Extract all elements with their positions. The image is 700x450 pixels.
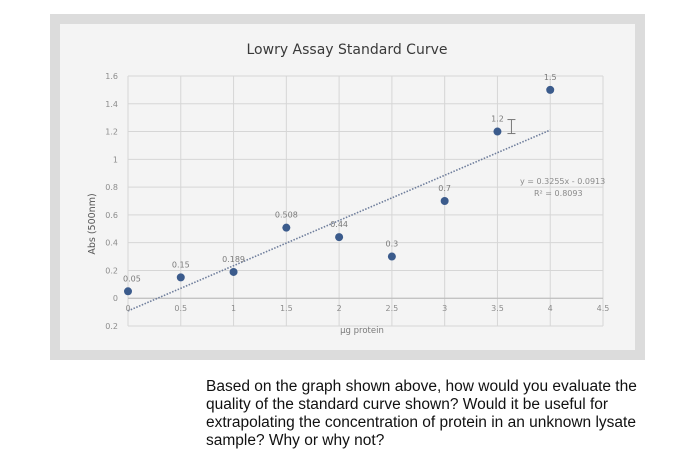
data-point <box>440 197 449 205</box>
x-tick-label: 0.5 <box>174 304 187 313</box>
data-label: 1.5 <box>544 73 557 82</box>
data-point <box>335 233 344 242</box>
question-text: Based on the graph shown above, how woul… <box>206 378 637 449</box>
x-tick-label: 2 <box>337 304 342 313</box>
y-tick-label: 0.8 <box>105 183 118 192</box>
data-point <box>229 267 238 276</box>
data-points <box>124 85 555 296</box>
data-label: 0.3 <box>386 240 399 249</box>
y-tick-label: 0.2 <box>105 322 118 331</box>
y-tick-label: 0.4 <box>105 239 118 248</box>
data-point <box>282 223 291 232</box>
x-axis-label: μg protein <box>340 326 384 336</box>
x-tick-label: 3 <box>442 304 447 313</box>
x-tick-label: 4 <box>548 304 553 313</box>
data-label: 1.2 <box>491 115 504 124</box>
data-point <box>493 127 502 136</box>
data-point <box>546 85 555 94</box>
x-tick-label: 1.5 <box>280 304 293 313</box>
data-point <box>387 252 396 261</box>
y-tick-label: 0.6 <box>105 211 118 220</box>
chart-image: 0.05 0.15 0.189 0.508 0.44 0.3 0.7 1.2 1.5 0 0.5 1… <box>50 14 645 360</box>
data-label: 0.05 <box>123 274 141 283</box>
x-tick-label: 1 <box>231 304 236 313</box>
data-label: 0.15 <box>172 260 190 269</box>
y-tick-label: 1.4 <box>105 100 118 109</box>
y-tick-label: 1 <box>113 155 118 164</box>
tick-labels: 0 0.5 1 1.5 2 2.5 3 3.5 4 4.5 0.2 0 0.2 0.4 0.6 0.8 1 1.2… <box>105 72 609 331</box>
data-label: 0.508 <box>275 211 298 220</box>
x-tick-label: 3.5 <box>491 304 504 313</box>
x-tick-label: 2.5 <box>386 304 399 313</box>
data-label: 0.7 <box>438 184 451 193</box>
chart-title: Lowry Assay Standard Curve <box>247 42 448 58</box>
y-tick-label: 1.2 <box>105 128 118 137</box>
r-squared-label: R² = 0.8093 <box>534 189 583 198</box>
y-axis-label: Abs (500nm) <box>87 193 98 254</box>
x-tick-label: 0 <box>125 304 130 313</box>
gridlines <box>127 75 604 327</box>
y-tick-label: 0.2 <box>105 266 118 275</box>
y-tick-label: 1.6 <box>105 72 118 81</box>
data-point <box>176 273 185 282</box>
trendline-equation: y = 0.3255x - 0.0913 <box>520 177 605 186</box>
data-label: 0.189 <box>222 255 245 264</box>
data-point <box>124 287 132 296</box>
data-labels: 0.05 0.15 0.189 0.508 0.44 0.3 0.7 1.2 1.5 <box>123 73 557 283</box>
y-tick-label: 0 <box>113 294 118 303</box>
data-label: 0.44 <box>330 220 348 229</box>
x-tick-label: 4.5 <box>597 304 610 313</box>
